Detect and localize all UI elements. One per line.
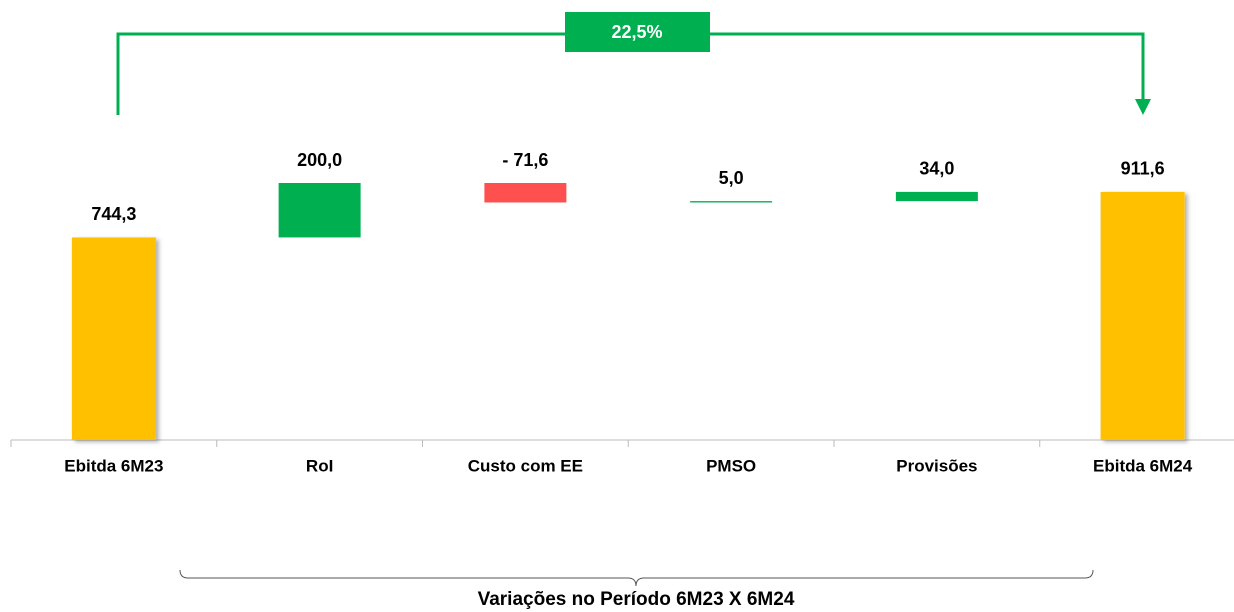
bracket-label: Variações no Período 6M23 X 6M24 bbox=[478, 589, 795, 610]
growth-label: 22,5% bbox=[611, 22, 662, 42]
x-tick-label: Provisões bbox=[896, 456, 977, 475]
x-tick-label: RoI bbox=[306, 456, 333, 475]
x-tick-label: PMSO bbox=[706, 456, 756, 475]
value-label: 200,0 bbox=[297, 150, 342, 170]
value-label: 911,6 bbox=[1121, 159, 1165, 179]
bar bbox=[484, 183, 567, 203]
x-tick-label: Ebitda 6M23 bbox=[64, 456, 163, 475]
bar bbox=[1100, 191, 1185, 440]
value-label: 34,0 bbox=[919, 159, 954, 179]
value-label: 744,3 bbox=[91, 204, 136, 224]
x-tick-label: Ebitda 6M24 bbox=[1093, 456, 1193, 475]
growth-arrow: 22,5% bbox=[116, 12, 1151, 115]
bar bbox=[71, 237, 156, 440]
bar bbox=[278, 183, 361, 238]
bar bbox=[690, 201, 773, 203]
bar bbox=[895, 191, 978, 202]
value-label: 5,0 bbox=[719, 168, 744, 188]
x-tick-label: Custo com EE bbox=[468, 456, 583, 475]
value-label: - 71,6 bbox=[502, 150, 548, 170]
bracket: Variações no Período 6M23 X 6M24 bbox=[179, 569, 1094, 610]
